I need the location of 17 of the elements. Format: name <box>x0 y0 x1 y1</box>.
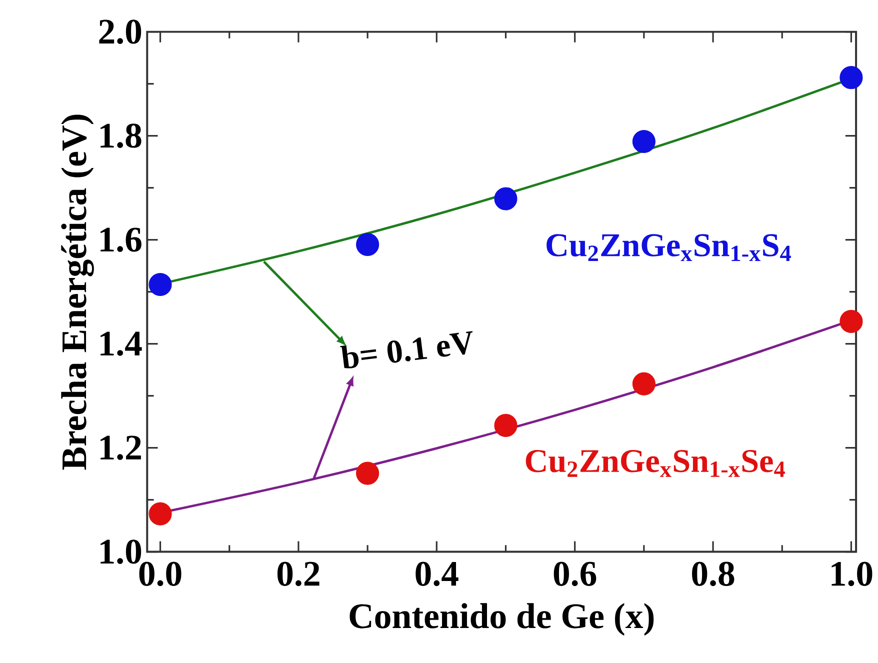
y-tick-label: 2.0 <box>99 20 142 44</box>
x-tick-label: 0.0 <box>139 562 182 586</box>
x-tick-label: 0.2 <box>277 562 320 586</box>
x-tick-label: 1.0 <box>832 562 872 586</box>
x-tick-label: 0.4 <box>416 562 458 586</box>
y-tick-label: 1.2 <box>100 436 141 460</box>
x-tick-label: 0.8 <box>692 562 734 586</box>
y-tick-label: 1.8 <box>100 124 142 148</box>
series-label: Cu$_{2}$ZnGe$_{x}$Sn$_{1-x}$Se$_{4}$ <box>526 450 785 477</box>
y-tick-label: 1.4 <box>100 332 142 356</box>
y-axis-title: Brecha Energética (eV) <box>61 114 94 470</box>
series-label: Cu$_{2}$ZnGe$_{x}$Sn$_{1-x}$S$_{4}$ <box>546 234 791 261</box>
annotation: b= 0.1 eV <box>340 331 473 368</box>
x-tick-label: 0.6 <box>554 562 596 586</box>
y-tick-label: 1.0 <box>100 540 142 564</box>
x-axis-title: Contenido de Ge (x) <box>350 603 654 636</box>
y-tick-label: 1.6 <box>100 228 142 252</box>
